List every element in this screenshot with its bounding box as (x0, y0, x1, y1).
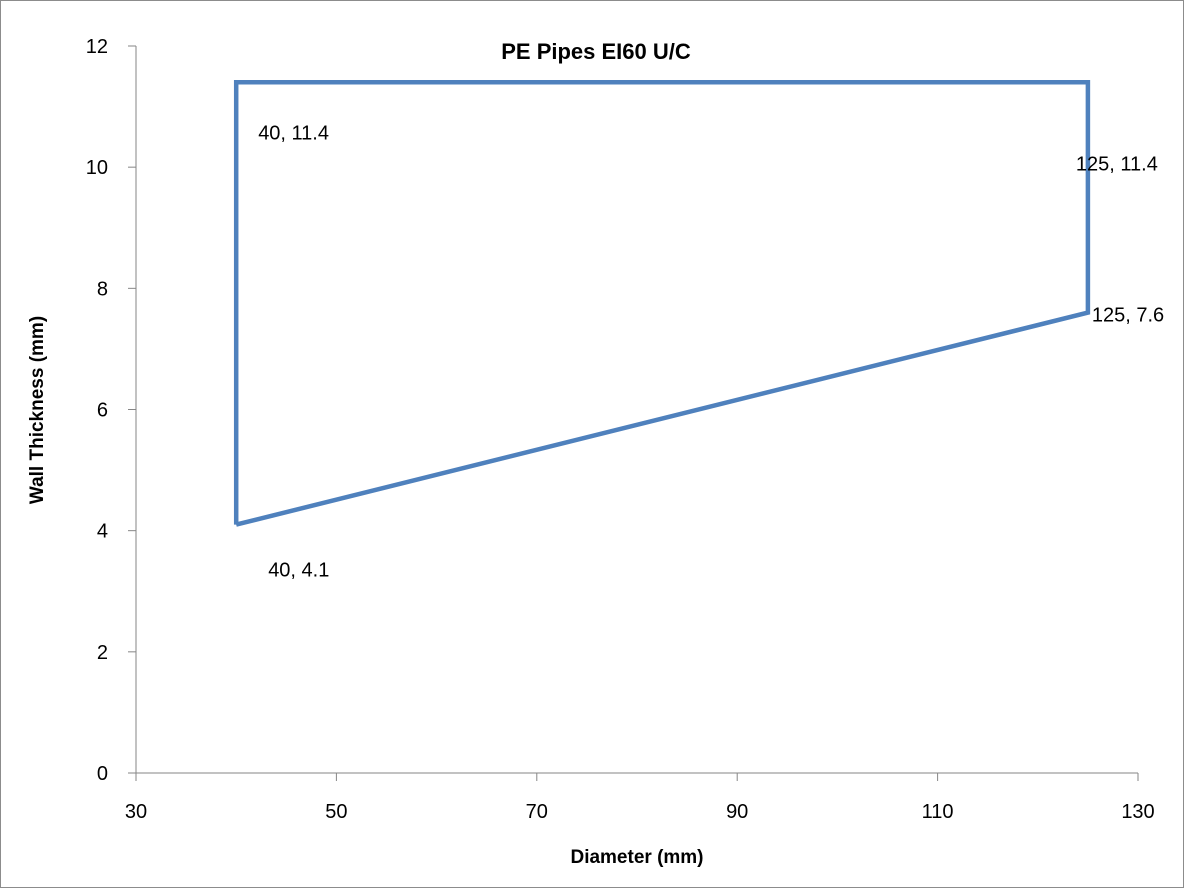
y-tick-label: 12 (86, 36, 108, 58)
data-label: 40, 4.1 (268, 560, 329, 582)
y-tick-label: 6 (97, 400, 108, 422)
x-tick-label: 30 (125, 801, 147, 823)
data-label: 125, 7.6 (1092, 305, 1164, 327)
x-tick-label: 50 (325, 801, 347, 823)
data-labels: 40, 11.4 125, 11.4 125, 7.6 40, 4.1 (258, 122, 1164, 581)
data-label: 40, 11.4 (258, 122, 329, 144)
y-tick-label: 10 (86, 157, 108, 179)
x-axis-title: Diameter (mm) (570, 847, 703, 868)
y-tick-label: 8 (97, 278, 108, 300)
x-tick-label: 70 (526, 801, 548, 823)
series-layer (236, 82, 1088, 524)
y-tick-label: 4 (97, 521, 108, 543)
series-line (236, 82, 1088, 524)
y-axis-title: Wall Thickness (mm) (27, 316, 48, 504)
x-tick-label: 110 (922, 801, 954, 823)
y-tick-label: 2 (97, 642, 108, 664)
x-tick-label: 130 (1121, 801, 1154, 823)
chart-title: PE Pipes EI60 U/C (501, 39, 691, 64)
data-label: 125, 11.4 (1076, 153, 1158, 175)
x-tick-label: 90 (726, 801, 748, 823)
y-tick-label: 0 (97, 763, 108, 785)
